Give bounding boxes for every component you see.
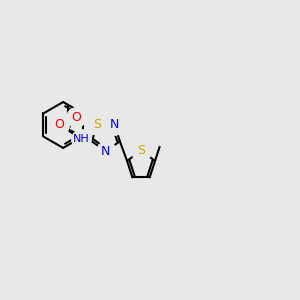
Text: N: N — [101, 145, 110, 158]
Text: O: O — [54, 118, 64, 131]
Text: S: S — [93, 118, 101, 131]
Text: NH: NH — [72, 134, 89, 144]
Text: N: N — [110, 118, 119, 131]
Text: O: O — [71, 111, 81, 124]
Text: S: S — [137, 144, 145, 157]
